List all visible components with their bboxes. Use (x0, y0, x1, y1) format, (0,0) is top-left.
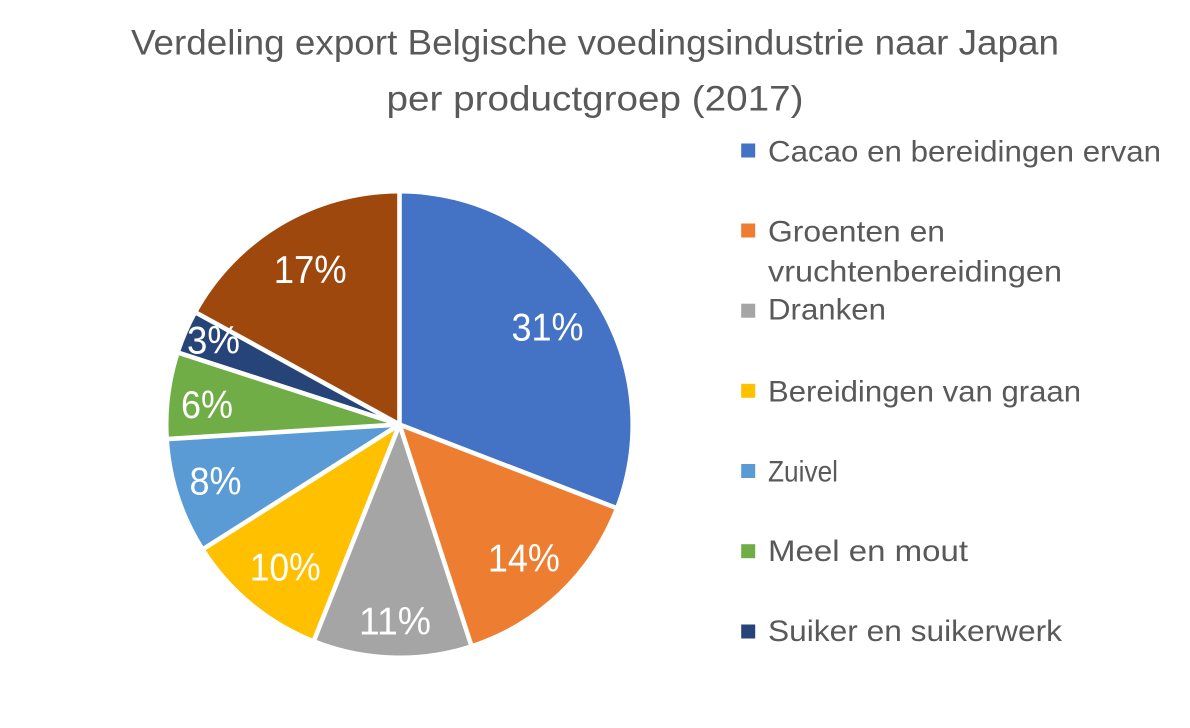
svg-text:per productgroep (2017): per productgroep (2017) (387, 79, 804, 118)
svg-text:3%: 3% (187, 319, 240, 362)
svg-text:Bereidingen van graan: Bereidingen van graan (768, 376, 1081, 409)
svg-text:Dranken: Dranken (768, 294, 886, 327)
svg-text:8%: 8% (190, 460, 242, 503)
svg-text:14%: 14% (488, 537, 560, 580)
svg-text:Groenten en: Groenten en (768, 216, 945, 249)
svg-text:Cacao en bereidingen ervan: Cacao en bereidingen ervan (768, 135, 1161, 168)
svg-text:11%: 11% (359, 600, 431, 643)
svg-text:Suiker en suikerwerk: Suiker en suikerwerk (768, 615, 1063, 648)
svg-text:Verdeling export Belgische voe: Verdeling export Belgische voedingsindus… (131, 23, 1059, 62)
svg-text:10%: 10% (250, 547, 321, 590)
svg-text:vruchtenbereidingen: vruchtenbereidingen (768, 256, 1062, 289)
svg-text:6%: 6% (181, 384, 233, 427)
svg-text:Zuivel: Zuivel (768, 456, 838, 489)
svg-text:31%: 31% (512, 306, 584, 349)
svg-text:Meel en mout: Meel en mout (768, 535, 969, 568)
svg-text:17%: 17% (274, 249, 347, 292)
